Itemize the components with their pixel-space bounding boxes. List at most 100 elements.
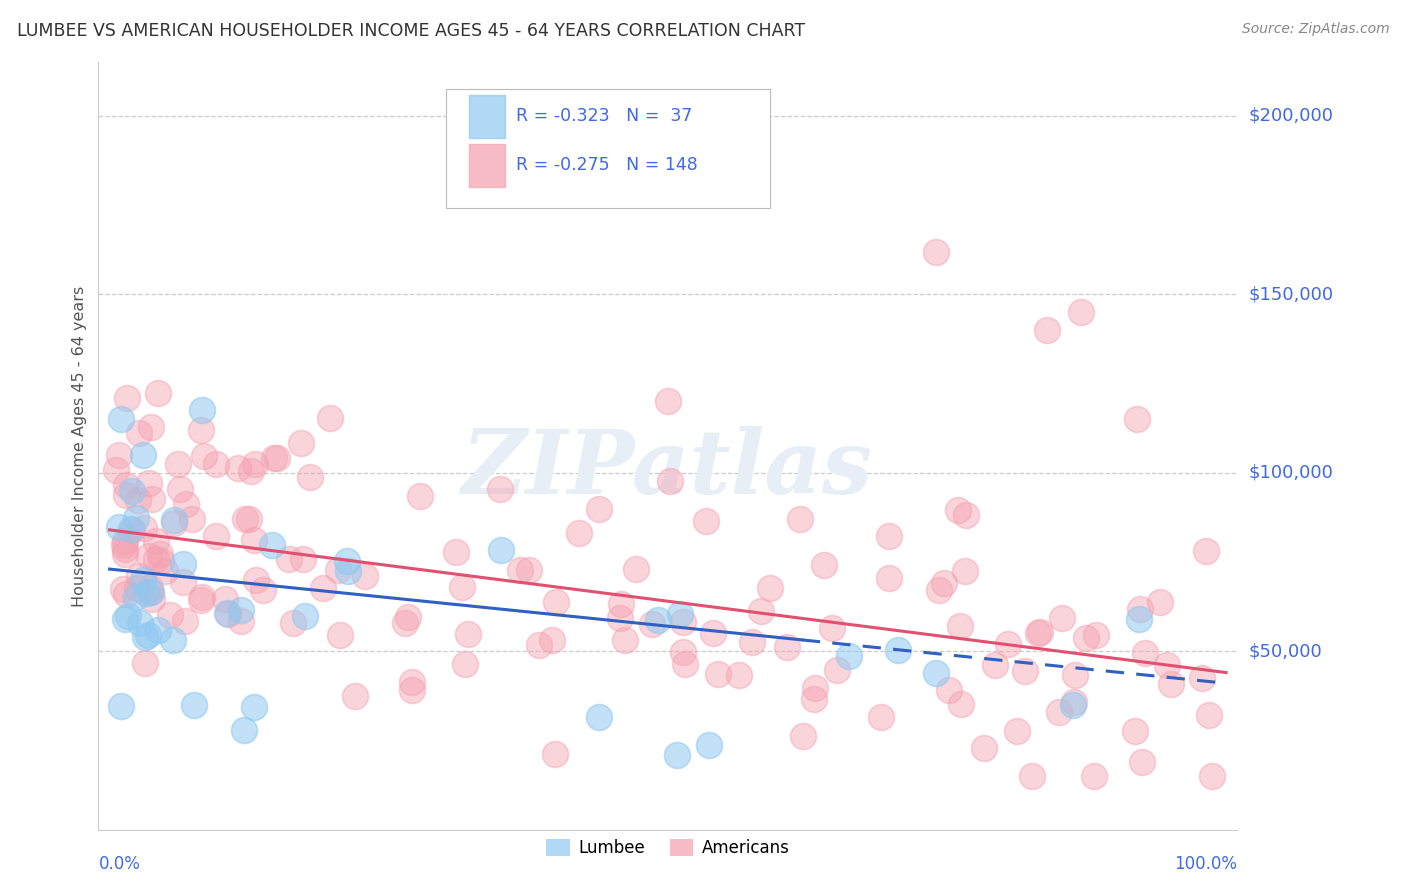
Point (134, 631, 156, 645)
Point (702, 626, 724, 640)
Point (243, 700, 266, 714)
Point (1029, 624, 1052, 639)
Point (132, 573, 155, 587)
Point (145, 533, 167, 548)
Point (115, 587, 138, 601)
Point (803, 692, 825, 706)
Point (336, 554, 359, 568)
Point (245, 573, 267, 587)
Point (1132, 755, 1154, 769)
Point (128, 569, 150, 583)
Point (984, 658, 1007, 673)
Point (925, 244, 948, 259)
Y-axis label: Householder Income Ages 45 - 64 years: Householder Income Ages 45 - 64 years (72, 285, 87, 607)
Point (1156, 657, 1178, 672)
Point (1063, 695, 1085, 709)
Point (217, 607, 239, 621)
Point (153, 564, 176, 578)
Point (243, 533, 266, 547)
Point (139, 585, 162, 599)
Point (135, 586, 157, 600)
Point (665, 748, 688, 763)
Point (949, 619, 972, 633)
Text: $100,000: $100,000 (1249, 464, 1333, 482)
Point (1123, 723, 1146, 738)
Point (190, 403, 212, 417)
Point (613, 633, 636, 648)
Point (1047, 705, 1070, 719)
Point (239, 464, 262, 478)
Point (145, 551, 167, 566)
Point (138, 476, 160, 491)
Point (609, 597, 631, 611)
Point (401, 682, 423, 697)
Point (1149, 595, 1171, 609)
Point (214, 592, 236, 607)
Point (139, 420, 162, 434)
Point (193, 449, 215, 463)
Point (294, 609, 316, 624)
Point (104, 463, 127, 477)
Point (263, 450, 285, 465)
Point (107, 520, 129, 534)
Point (444, 545, 467, 559)
Point (1064, 668, 1087, 682)
Text: ZIPatlas: ZIPatlas (463, 425, 873, 512)
Point (409, 489, 432, 503)
Point (169, 482, 191, 496)
FancyBboxPatch shape (468, 144, 505, 186)
Point (1050, 611, 1073, 625)
Point (215, 606, 238, 620)
Point (141, 492, 163, 507)
Point (115, 488, 138, 502)
Point (1191, 671, 1213, 685)
Point (138, 549, 160, 563)
Point (1085, 628, 1108, 642)
Point (695, 514, 717, 528)
Point (727, 668, 749, 682)
Point (997, 637, 1019, 651)
Point (588, 710, 610, 724)
Point (973, 741, 995, 756)
Point (336, 564, 359, 578)
Point (1128, 612, 1150, 626)
Point (278, 552, 301, 566)
Point (647, 613, 669, 627)
Point (1135, 646, 1157, 660)
Point (134, 656, 156, 670)
Point (1195, 543, 1218, 558)
Point (121, 483, 143, 498)
Point (658, 474, 681, 488)
Point (120, 522, 142, 536)
Text: 100.0%: 100.0% (1174, 855, 1237, 872)
Point (540, 633, 562, 648)
Point (114, 612, 136, 626)
Point (932, 575, 955, 590)
Point (329, 628, 352, 642)
Point (326, 563, 349, 577)
Point (672, 644, 695, 658)
Legend: Lumbee, Americans: Lumbee, Americans (540, 832, 796, 863)
Point (344, 689, 367, 703)
Point (567, 526, 589, 541)
Point (672, 615, 695, 629)
Point (298, 470, 321, 484)
Point (886, 643, 908, 657)
Point (1074, 632, 1097, 646)
Text: $150,000: $150,000 (1249, 285, 1333, 303)
Point (134, 520, 156, 534)
Point (163, 516, 186, 530)
Point (162, 633, 184, 648)
Point (396, 609, 419, 624)
FancyBboxPatch shape (446, 89, 770, 208)
Point (181, 512, 204, 526)
Point (821, 621, 844, 635)
Point (114, 541, 136, 556)
Point (1201, 769, 1223, 783)
Point (749, 604, 772, 618)
Point (609, 611, 631, 625)
Point (457, 627, 479, 641)
Point (626, 562, 648, 576)
Point (588, 502, 610, 516)
Point (146, 623, 169, 637)
